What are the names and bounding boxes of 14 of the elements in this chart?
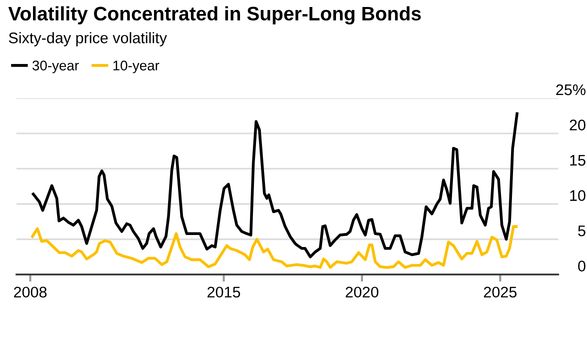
x-tick-label: 2020	[346, 286, 378, 298]
y-tick-label: 25%	[556, 84, 586, 96]
chart-subtitle: Sixty-day price volatility	[8, 32, 167, 46]
legend-label: 10-year	[113, 60, 160, 74]
y-tick-label: 0	[578, 260, 586, 272]
y-tick-label: 5	[578, 226, 586, 236]
y-tick-label: 10	[570, 190, 586, 201]
x-tick-label: 2025	[484, 286, 517, 298]
y-tick-label: 20	[570, 120, 586, 130]
chart-title: Volatility Concentrated in Super-Long Bonds	[8, 6, 421, 24]
x-tick-label: 2015	[208, 286, 240, 298]
y-tick-label: 15	[570, 155, 586, 166]
x-tick-label: 2008	[14, 286, 47, 298]
legend-label: 30-year	[32, 60, 79, 74]
